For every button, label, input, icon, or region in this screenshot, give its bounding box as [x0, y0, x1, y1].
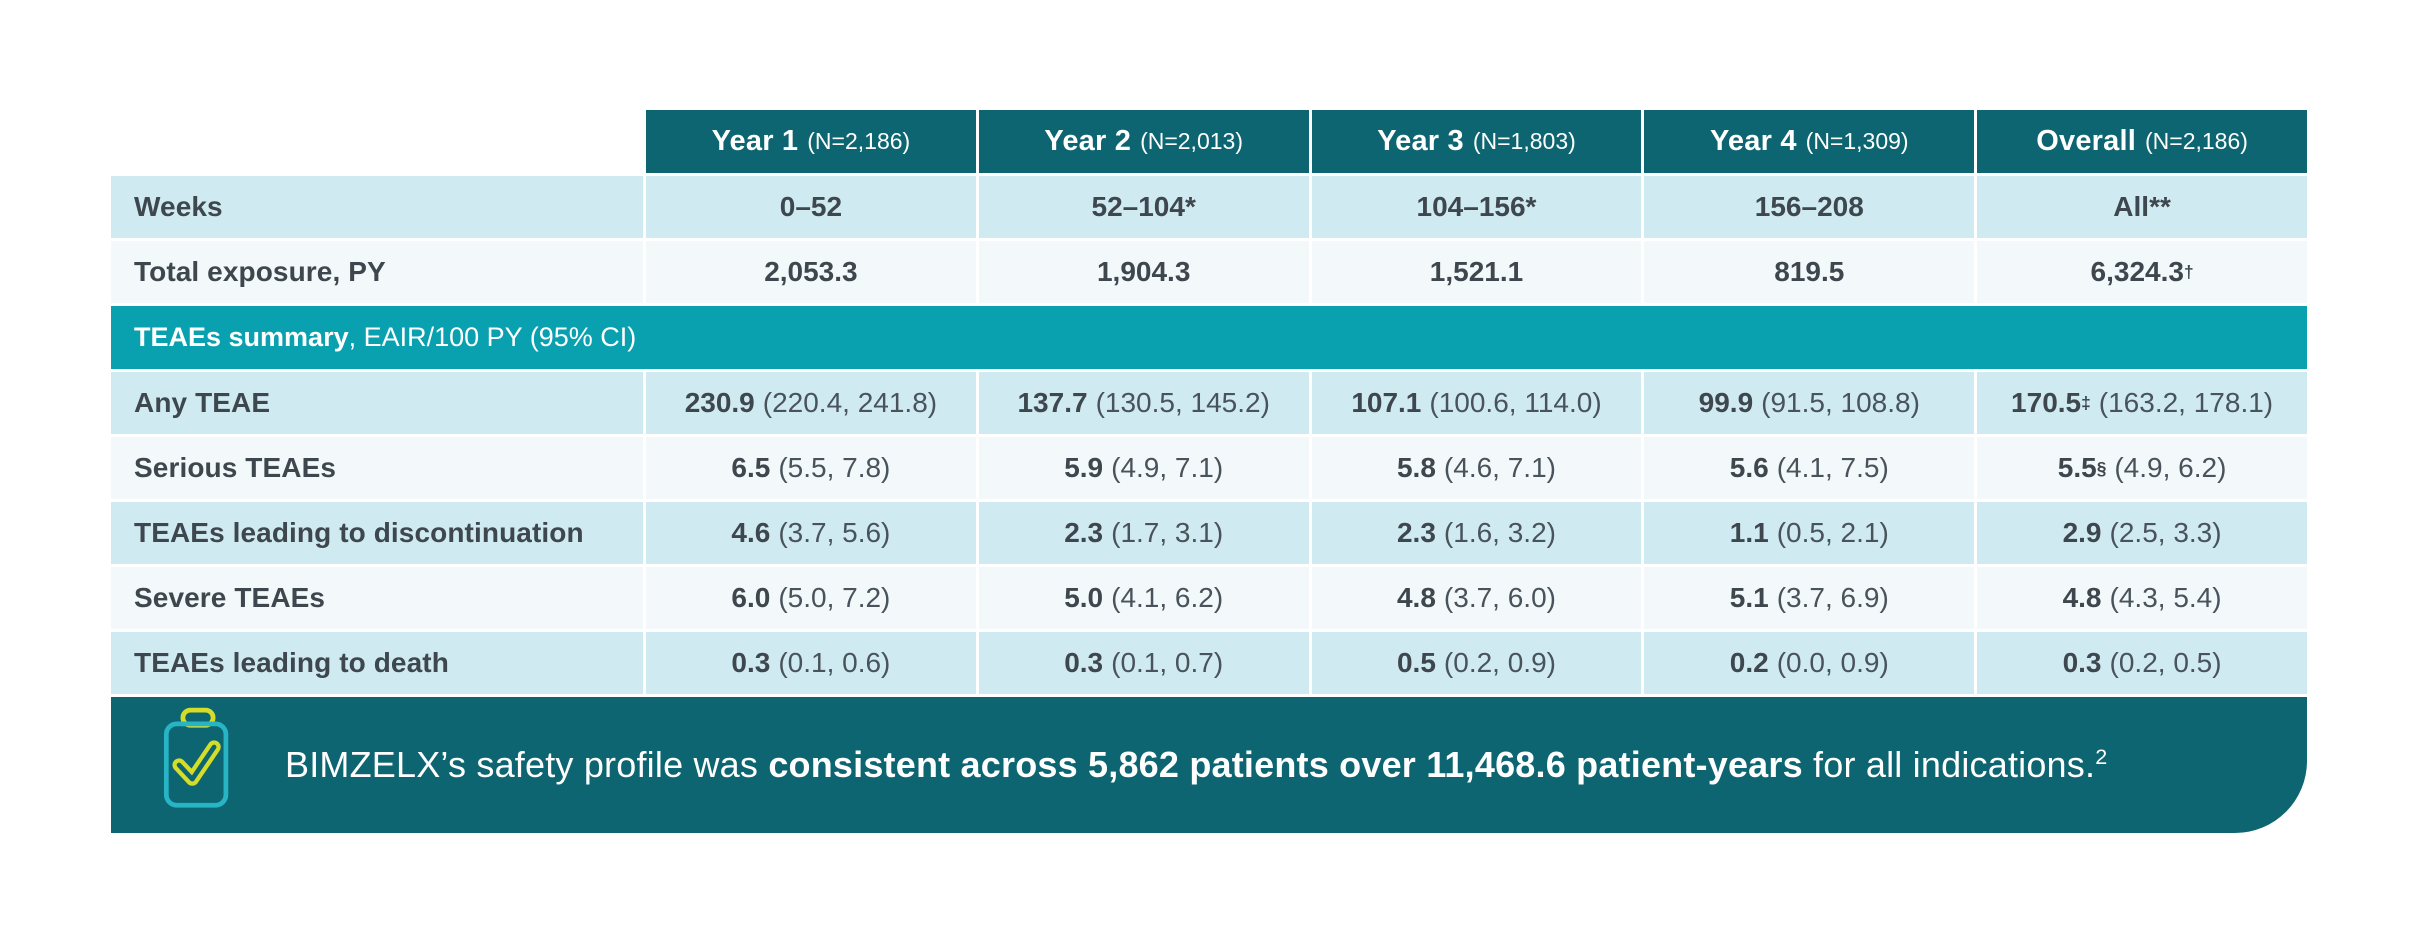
- col-header-year-2: Year 2 (N=2,013): [978, 110, 1309, 173]
- corner-spacer: [111, 110, 643, 173]
- serious-teaes-year-2: 5.9 (4.9, 7.1): [978, 437, 1309, 499]
- row-label-discontinuation: TEAEs leading to discontinuation: [111, 502, 643, 564]
- serious-teaes-year-1: 6.5 (5.5, 7.8): [646, 437, 976, 499]
- row-label-weeks: Weeks: [111, 176, 643, 238]
- col-header-label: Year 1: [711, 125, 799, 157]
- col-header-label: Year 3: [1377, 125, 1464, 157]
- weeks-value-year-1: 0–52: [646, 176, 976, 238]
- exposure-value-year-2: 1,904.3: [978, 241, 1309, 303]
- weeks-value-overall: All**: [1977, 176, 2307, 238]
- any-teae-overall: 170.5 ‡ (163.2, 178.1): [1977, 372, 2307, 434]
- safety-table: Year 1 (N=2,186) Year 2 (N=2,013) Year 3…: [111, 110, 2307, 694]
- col-header-n: (N=2,186): [2145, 128, 2248, 154]
- exposure-value-year-3: 1,521.1: [1311, 241, 1642, 303]
- section-header-bold: TEAEs summary: [134, 322, 349, 352]
- col-header-n: (N=1,803): [1472, 128, 1576, 154]
- clipboard-check-icon: [163, 707, 233, 823]
- any-teae-year-1: 230.9 (220.4, 241.8): [646, 372, 976, 434]
- severe-teaes-year-3: 4.8 (3.7, 6.0): [1311, 567, 1642, 629]
- weeks-value-year-3: 104–156*: [1311, 176, 1642, 238]
- death-overall: 0.3 (0.2, 0.5): [1977, 632, 2307, 694]
- key-message-post: for all indications.: [1802, 744, 2096, 785]
- col-header-n: (N=2,013): [1140, 128, 1243, 154]
- col-header-year-4: Year 4 (N=1,309): [1644, 110, 1975, 173]
- key-message-reference: 2: [2095, 744, 2108, 769]
- key-message-pre: BIMZELX’s safety profile was: [285, 744, 769, 785]
- col-header-label: Year 2: [1044, 125, 1132, 157]
- discontinuation-year-3: 2.3 (1.6, 3.2): [1311, 502, 1642, 564]
- col-header-label: Overall: [2036, 125, 2136, 157]
- section-header-teaes-summary: TEAEs summary, EAIR/100 PY (95% CI): [111, 306, 2307, 369]
- discontinuation-overall: 2.9 (2.5, 3.3): [1977, 502, 2307, 564]
- serious-teaes-overall: 5.5 § (4.9, 6.2): [1977, 437, 2307, 499]
- col-header-n: (N=2,186): [807, 128, 911, 154]
- any-teae-year-4: 99.9 (91.5, 108.8): [1644, 372, 1975, 434]
- col-header-year-1: Year 1 (N=2,186): [646, 110, 976, 173]
- section-header-rest: , EAIR/100 PY (95% CI): [348, 322, 637, 352]
- discontinuation-year-1: 4.6 (3.7, 5.6): [646, 502, 976, 564]
- severe-teaes-year-2: 5.0 (4.1, 6.2): [978, 567, 1309, 629]
- row-label-death: TEAEs leading to death: [111, 632, 643, 694]
- death-year-3: 0.5 (0.2, 0.9): [1311, 632, 1642, 694]
- col-header-n: (N=1,309): [1805, 128, 1909, 154]
- severe-teaes-year-4: 5.1 (3.7, 6.9): [1644, 567, 1975, 629]
- weeks-value-year-2: 52–104*: [978, 176, 1309, 238]
- key-message-banner: BIMZELX’s safety profile was consistent …: [111, 697, 2307, 833]
- serious-teaes-year-4: 5.6 (4.1, 7.5): [1644, 437, 1975, 499]
- exposure-value-year-1: 2,053.3: [646, 241, 976, 303]
- col-header-label: Year 4: [1709, 125, 1797, 157]
- exposure-value-overall: 6,324.3 †: [1977, 241, 2307, 303]
- row-label-serious-teaes: Serious TEAEs: [111, 437, 643, 499]
- exposure-value-year-4: 819.5: [1644, 241, 1975, 303]
- key-message-bold: consistent across 5,862 patients over 11…: [768, 744, 1803, 785]
- key-message-text: BIMZELX’s safety profile was consistent …: [285, 744, 2107, 786]
- weeks-value-year-4: 156–208: [1644, 176, 1975, 238]
- serious-teaes-year-3: 5.8 (4.6, 7.1): [1311, 437, 1642, 499]
- row-label-any-teae: Any TEAE: [111, 372, 643, 434]
- col-header-overall: Overall (N=2,186): [1977, 110, 2307, 173]
- any-teae-year-3: 107.1 (100.6, 114.0): [1311, 372, 1642, 434]
- row-label-severe-teaes: Severe TEAEs: [111, 567, 643, 629]
- severe-teaes-overall: 4.8 (4.3, 5.4): [1977, 567, 2307, 629]
- death-year-4: 0.2 (0.0, 0.9): [1644, 632, 1975, 694]
- row-label-exposure: Total exposure, PY: [111, 241, 643, 303]
- severe-teaes-year-1: 6.0 (5.0, 7.2): [646, 567, 976, 629]
- discontinuation-year-4: 1.1 (0.5, 2.1): [1644, 502, 1975, 564]
- col-header-year-3: Year 3 (N=1,803): [1311, 110, 1642, 173]
- discontinuation-year-2: 2.3 (1.7, 3.1): [978, 502, 1309, 564]
- death-year-1: 0.3 (0.1, 0.6): [646, 632, 976, 694]
- death-year-2: 0.3 (0.1, 0.7): [978, 632, 1309, 694]
- any-teae-year-2: 137.7 (130.5, 145.2): [978, 372, 1309, 434]
